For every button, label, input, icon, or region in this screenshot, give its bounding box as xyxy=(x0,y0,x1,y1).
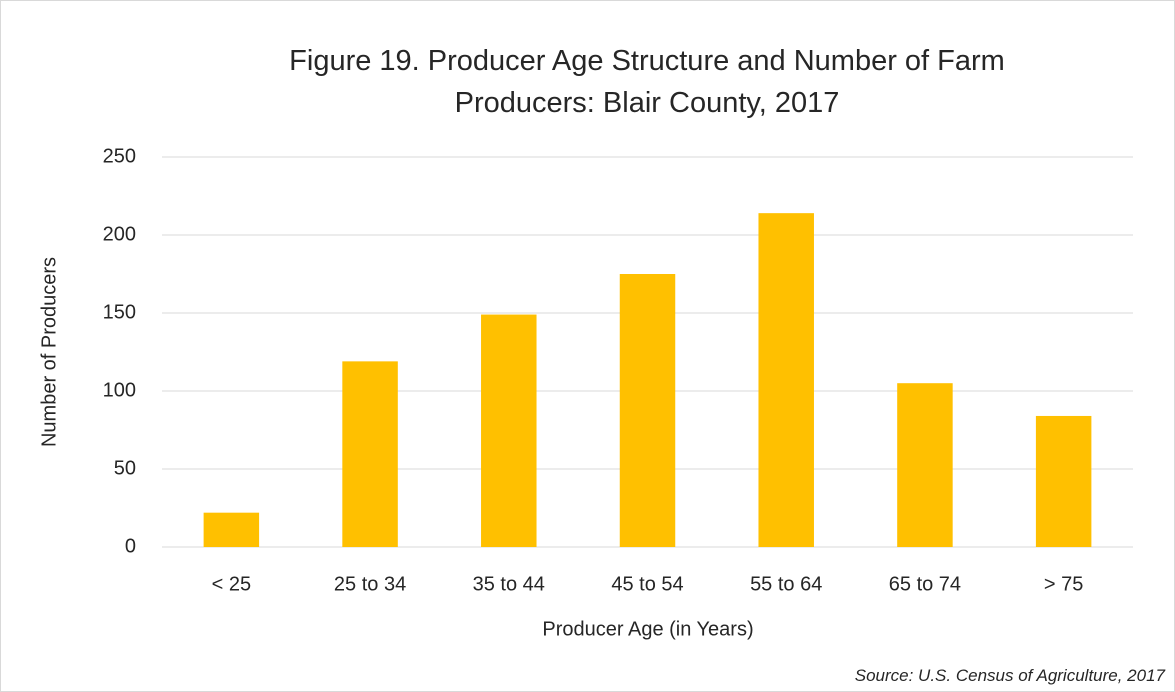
y-axis-label: Number of Producers xyxy=(38,257,60,447)
y-tick-label: 200 xyxy=(103,223,136,245)
x-tick-label: 55 to 64 xyxy=(750,573,822,595)
bar xyxy=(342,361,398,547)
y-tick-label: 250 xyxy=(103,145,136,167)
y-tick-label: 100 xyxy=(103,379,136,401)
x-tick-label: 25 to 34 xyxy=(334,573,406,595)
x-tick-label: 45 to 54 xyxy=(611,573,683,595)
bar xyxy=(1035,415,1092,547)
bar xyxy=(897,383,953,547)
bar xyxy=(481,314,537,547)
bar xyxy=(203,512,260,547)
y-tick-label: 50 xyxy=(114,457,136,479)
bar xyxy=(619,274,676,547)
chart-title: Figure 19. Producer Age Structure and Nu… xyxy=(289,45,1005,119)
x-tick-label: > 75 xyxy=(1044,573,1083,595)
bar xyxy=(758,213,814,547)
x-tick-label: < 25 xyxy=(212,573,251,595)
source-note: Source: U.S. Census of Agriculture, 2017 xyxy=(854,666,1165,685)
x-tick-label: 65 to 74 xyxy=(889,573,961,595)
x-axis-label: Producer Age (in Years) xyxy=(542,618,753,640)
x-tick-label: 35 to 44 xyxy=(473,573,545,595)
y-tick-label: 150 xyxy=(103,301,136,323)
y-tick-label: 0 xyxy=(125,535,136,557)
